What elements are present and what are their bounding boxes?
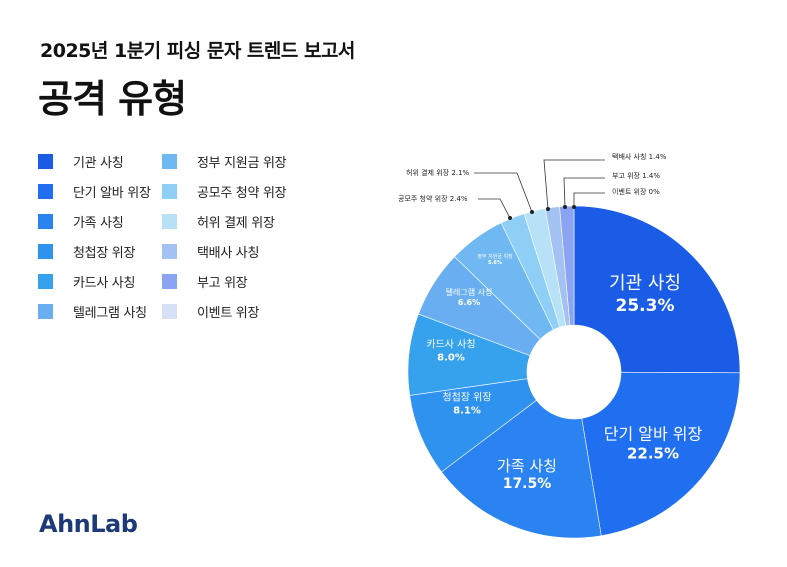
leader-dot [546,207,550,211]
legend-swatch [38,303,53,319]
legend-label: 청첩장 위장 [73,245,136,261]
slice-name: 택배사 사칭 [612,153,647,161]
slice-callout: 허위 결제 위장 2.1% [406,168,469,178]
legend-item: 허위 결제 위장 [162,212,275,231]
slice-label: 텔레그램 사칭 6.6% [446,288,493,308]
legend-swatch [162,183,177,199]
legend-item: 공모주 청약 위장 [162,182,287,201]
legend-item: 카드사 사칭 [38,272,136,291]
slice-label: 카드사 사칭 8.0% [426,340,475,365]
legend-item: 부고 위장 [162,272,248,291]
slice-value: 1.4% [648,153,667,161]
slice-value: 5.6% [488,260,502,266]
slice-name: 정부 지원금 위장 [477,253,513,260]
legend-swatch [162,303,177,319]
ahnlab-logo: AhnLab [39,510,138,538]
legend-item: 가족 사칭 [38,212,124,231]
legend-swatch [38,273,53,289]
legend-label: 정부 지원금 위장 [197,155,287,171]
leader-line [563,177,605,208]
legend-item: 단기 알바 위장 [38,182,151,201]
legend-label: 카드사 사칭 [73,275,136,291]
slice-name: 허위 결제 위장 [406,169,450,177]
legend-label: 공모주 청약 위장 [197,185,287,201]
slice-label: 청첩장 위장 8.1% [442,393,491,418]
legend-swatch [38,153,53,169]
page-title: 공격 유형 [38,77,187,121]
legend-label: 부고 위장 [197,275,248,291]
legend-item: 청첩장 위장 [38,242,136,261]
slice-name: 기관 사칭 [609,273,681,295]
legend-swatch [38,243,53,259]
legend-label: 택배사 사칭 [197,245,260,261]
leader-dot [572,205,576,209]
slice-name: 공모주 청약 위장 [398,195,448,203]
leader-dot [563,205,567,209]
slice-label: 정부 지원금 위장 5.6% [477,254,512,267]
legend-item: 이벤트 위장 [162,302,260,321]
legend-label: 가족 사칭 [73,215,124,231]
legend-swatch [162,153,177,169]
slice-value: 0% [648,188,660,196]
legend-label: 텔레그램 사칭 [73,305,147,321]
slice-name: 단기 알바 위장 [603,424,703,444]
slice-value: 2.4% [449,195,468,203]
legend-swatch [38,183,53,199]
slice-callout: 이벤트 위장 0% [612,187,660,197]
slice-name: 가족 사칭 [497,456,557,475]
slice-value: 25.3% [615,295,675,316]
legend-swatch [162,213,177,229]
legend-label: 이벤트 위장 [197,305,260,321]
legend-swatch [38,213,53,229]
legend-label: 기관 사칭 [73,155,124,171]
leader-dot [530,210,534,214]
legend-label: 단기 알바 위장 [73,185,151,201]
slice-value: 2.1% [451,169,470,177]
legend-item: 정부 지원금 위장 [162,152,287,171]
slice-name: 이벤트 위장 [612,188,647,196]
leader-line [474,172,533,213]
legend-label: 허위 결제 위장 [197,215,275,231]
leader-line [478,198,511,219]
slice-callout: 택배사 사칭 1.4% [612,152,666,162]
leader-line [543,159,605,210]
slice-label: 기관 사칭 25.3% [609,273,681,317]
legend-swatch [162,273,177,289]
leader-line [573,192,605,207]
legend-item: 텔레그램 사칭 [38,302,147,321]
pie-slice-2 [441,399,602,539]
legend-item: 기관 사칭 [38,152,124,171]
slice-value: 6.6% [457,298,481,307]
slice-value: 8.0% [437,352,465,363]
slice-name: 부고 위장 [612,172,640,180]
report-subtitle: 2025년 1분기 피싱 문자 트렌드 보고서 [40,40,355,62]
slice-name: 청첩장 위장 [442,392,492,404]
legend-swatch [162,243,177,259]
slice-callout: 부고 위장 1.4% [612,171,660,181]
slice-value: 8.1% [453,405,481,416]
legend-item: 택배사 사칭 [162,242,260,261]
pie-slice-0 [573,205,741,374]
leader-dot [508,216,512,220]
slice-label: 가족 사칭 17.5% [497,457,557,493]
slice-callout: 공모주 청약 위장 2.4% [398,194,468,204]
slice-value: 17.5% [502,475,552,492]
slice-label: 단기 알바 위장 22.5% [604,425,703,464]
slice-value: 22.5% [626,444,680,463]
slice-value: 1.4% [642,172,661,180]
pie-slice-1 [581,371,741,537]
slice-name: 텔레그램 사칭 [445,288,493,297]
slice-name: 카드사 사칭 [426,339,476,351]
